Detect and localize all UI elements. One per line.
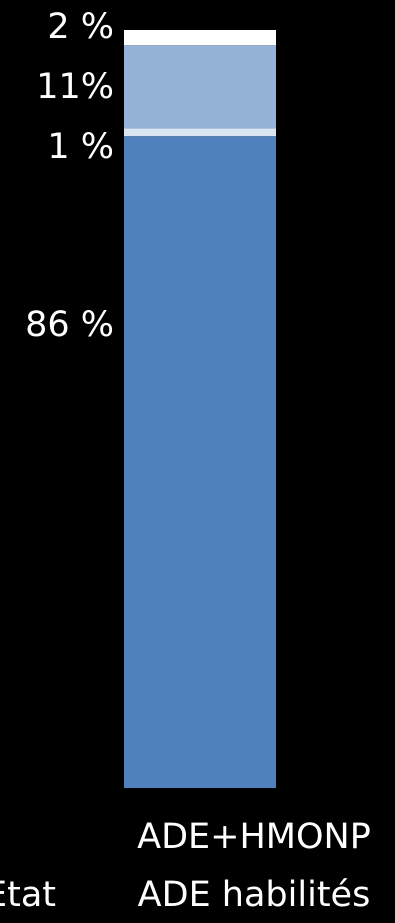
category-label-line-2: ADE habilités [138, 875, 371, 915]
bar-segment-1 [124, 128, 276, 137]
segment-value-label-0: 86 % [25, 305, 114, 345]
segment-value-label-3: 2 % [47, 7, 114, 47]
bar-segment-3 [124, 30, 276, 46]
left-cutoff-category-label: Etat [0, 875, 56, 915]
segment-value-label-1: 1 % [47, 127, 114, 167]
bar-segment-0 [124, 136, 276, 788]
segment-value-label-2: 11% [36, 67, 114, 107]
segment-labels: 86 % 1 % 11% 2 % [25, 7, 114, 345]
bar-stack [124, 30, 276, 788]
category-label-line-1: ADE+HMONP [137, 817, 371, 857]
bar-segment-2 [124, 45, 276, 129]
